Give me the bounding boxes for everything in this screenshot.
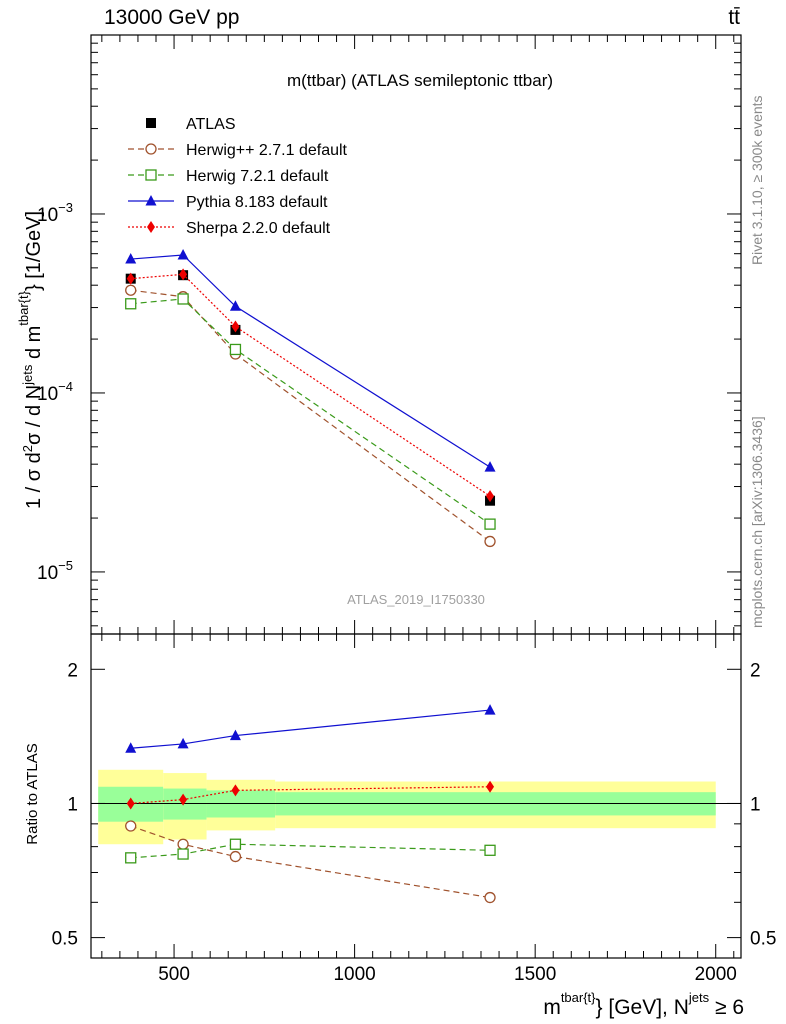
pythia-point [229,300,241,311]
pythia-line [130,254,491,468]
x-tick-label: 2000 [695,964,737,985]
sherpa-ratio-point [231,784,240,797]
herwig-ratio-point [484,891,496,904]
sherpa-ratio-line [130,786,491,805]
x-tick-label: 1500 [514,964,556,985]
sherpa-point [126,272,135,285]
analysis-watermark: ATLAS_2019_I1750330 [347,592,485,607]
ratio-tick-label-right: 0.5 [750,929,776,950]
herwig-ratio-line [130,825,491,899]
header-process-label: tt̄ [728,6,740,29]
ratio-plot-border [90,633,742,959]
ratio-tick-label-right: 2 [750,660,761,681]
mcplots-credit-label: mcplots.cern.ch [arXiv:1306.3436] [749,416,765,628]
rivet-version-label: Rivet 3.1.10, ≥ 300k events [749,95,765,265]
main-series-layer [125,248,496,548]
herwig-point [484,518,496,530]
herwig-point [484,535,496,548]
pythia-ratio-line [130,709,491,749]
y-tick-label: 10−4 [37,379,73,405]
x-axis-label: mtbar{t}} [GeV], Njets ≥ 6 [543,990,744,1019]
herwig-ratio-point [229,850,242,863]
herwig-ratio-point [125,852,137,864]
legend-label: Sherpa 2.2.0 default [186,220,331,237]
sherpa-ratio-point [179,793,188,806]
x-tick-label: 500 [158,964,190,985]
legend: ATLAS Herwig++ 2.7.1 default Herwig 7.2.1 … [128,116,348,237]
axis-ticks [91,34,741,958]
herwig-ratio-point [484,844,496,856]
x-tick-labels: 500 1000 1500 2000 [158,964,737,985]
legend-marker [145,195,157,206]
y-tick-label: 10−5 [37,558,73,584]
herwig-point [125,284,137,296]
legend-label: Herwig 7.2.1 default [186,168,329,185]
pythia-point [484,461,496,472]
ratio-tick-label: 2 [67,660,78,681]
plot-title: m(ttbar) (ATLAS semileptonic ttbar) [287,71,553,90]
legend-label: Herwig++ 2.7.1 default [186,142,348,159]
herwig-ratio-point [229,838,242,850]
herwig-point [229,343,242,356]
herwig-ratio-line [130,843,491,859]
pythia-point [177,248,189,260]
sherpa-point [486,490,495,503]
legend-marker [145,169,157,181]
ratio-axis-label: Ratio to ATLAS [24,743,41,844]
pythia-ratio-point [229,729,241,741]
legend-marker [147,221,155,233]
legend-marker [146,118,156,128]
y-axis-label: 1 / σ d2σ / d Njets d mtbar{t}} [1/GeV] [16,211,45,509]
herwig-ratio-point [177,838,189,850]
sherpa-ratio-point [126,797,135,810]
x-tick-label: 1000 [333,964,375,985]
legend-marker [145,143,157,155]
ratio-series-layer [125,704,496,904]
pythia-ratio-point [125,742,137,753]
sherpa-point [179,268,188,281]
legend-label: Pythia 8.183 default [186,194,328,211]
herwig-line [130,289,491,542]
ratio-tick-label: 1 [67,794,78,815]
herwig-ratio-point [125,820,137,832]
y-tick-label: 10−3 [37,200,73,226]
legend-label: ATLAS [186,116,236,133]
pythia-point [125,253,137,264]
herwig-point [125,298,137,310]
header-energy-label: 13000 GeV pp [104,6,240,29]
ratio-tick-label: 0.5 [52,929,78,950]
herwig-ratio-point [177,848,189,860]
ratio-uncertainty-bands [91,769,741,845]
herwig-line [130,298,491,525]
ratio-stat-band [163,788,207,820]
sherpa-ratio-point [486,780,495,793]
pythia-ratio-point [177,737,189,749]
ratio-tick-labels: 0.5 0.5 1 1 2 2 [52,660,777,949]
sherpa-point [231,320,240,333]
ratio-tick-label-right: 1 [750,794,761,815]
y-tick-labels: 10−5 10−4 10−3 [37,200,73,584]
sherpa-line [130,273,491,497]
ratio-plot-frame [90,633,742,959]
herwig-point [177,293,189,305]
